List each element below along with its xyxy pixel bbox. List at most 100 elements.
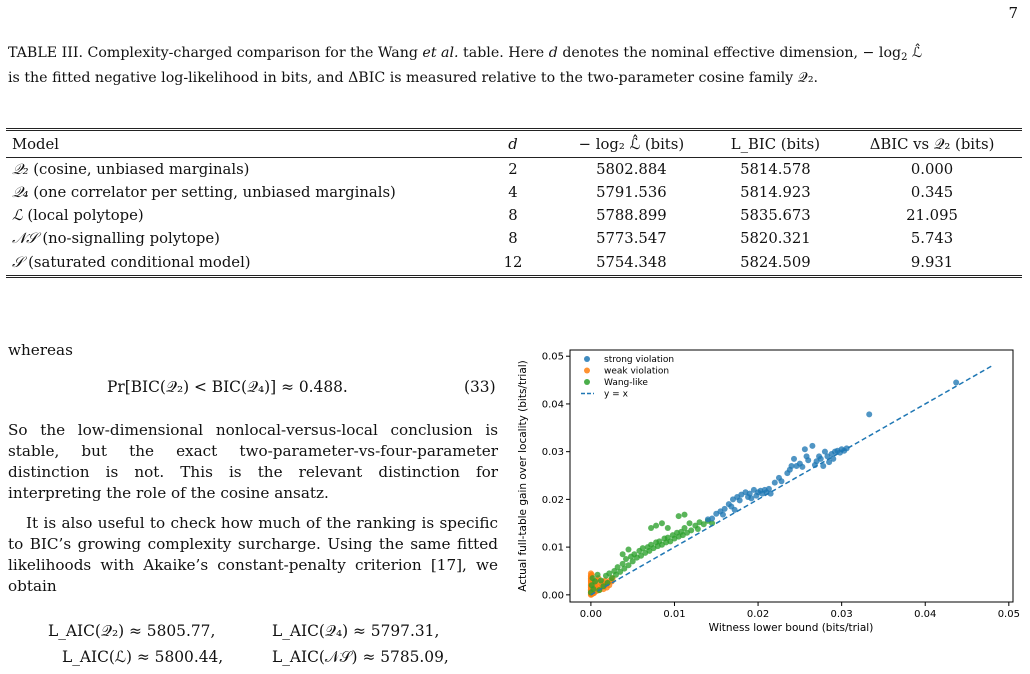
legend-label: y = x (604, 390, 629, 400)
x-tick-label: 0.05 (998, 609, 1020, 620)
dbic-cell: 0.345 (910, 184, 954, 201)
data-point (608, 575, 615, 582)
aic-q2: L_AIC(𝒬₂) ≈ 5805.77, (48, 622, 216, 640)
model-cell: 𝒬₄ (one correlator per setting, unbiased… (6, 181, 472, 204)
data-point (788, 462, 795, 469)
equation-33-number: (33) (464, 378, 496, 396)
data-point (817, 455, 824, 462)
data-point (721, 505, 728, 512)
data-point (709, 515, 716, 522)
model-symbol: ℒ (12, 207, 23, 224)
nll-cell: 5802.884 (596, 161, 667, 178)
legend-marker (584, 356, 590, 362)
nll-cell: 5791.536 (596, 184, 667, 201)
dbic-cell: 5.743 (910, 230, 954, 247)
legend-marker (584, 379, 590, 385)
lbic-cell: 5820.321 (740, 230, 811, 247)
data-point (621, 565, 628, 572)
dbic-cell: 9.931 (842, 250, 1022, 278)
caption-line2: is the fitted negative log-likelihood in… (8, 70, 819, 86)
lbic-cell: 5814.578 (740, 161, 811, 178)
aic-ns: L_AIC(𝒩𝒮) ≈ 5785.09, (272, 648, 449, 666)
data-point (594, 571, 601, 578)
data-point (653, 522, 660, 529)
table-row: 𝒬₄ (one correlator per setting, unbiased… (6, 181, 1022, 204)
model-desc: (local polytope) (22, 207, 144, 224)
y-tick-label: 0.00 (542, 590, 564, 601)
axis-ticks: 0.00 0.01 0.02 0.03 0.04 0.05 0.00 0.01 0.02 0.03… (542, 352, 1020, 620)
model-symbol: 𝒬₄ (12, 184, 29, 201)
caption-part1: TABLE III. Complexity-charged comparison… (8, 45, 423, 61)
data-point (731, 506, 738, 513)
table-row: ℒ (local polytope) 8 5788.899 5835.673 2… (6, 204, 1022, 227)
model-symbol: 𝒬₂ (12, 161, 29, 178)
caption-d-symbol: d (548, 45, 558, 61)
data-point (826, 459, 833, 466)
data-point (709, 520, 716, 527)
header-lbic: L_BIC (bits) (708, 128, 843, 158)
y-equals-x-line (590, 365, 993, 596)
data-point (648, 525, 655, 532)
data-point (590, 586, 597, 593)
table-row: 𝒬₂ (cosine, unbiased marginals) 2 5802.8… (6, 158, 1022, 182)
model-cell: ℒ (local polytope) (6, 204, 472, 227)
data-marks (587, 365, 993, 598)
caption-part3: denotes the nominal effective dimension,… (557, 45, 902, 61)
data-point (820, 462, 827, 469)
d-cell: 8 (508, 207, 518, 224)
caption-italic: et al. (422, 45, 459, 61)
data-point (625, 546, 632, 553)
data-point (619, 551, 626, 558)
data-point (953, 379, 960, 386)
data-point (736, 497, 743, 504)
model-symbol: 𝒮 (12, 254, 24, 271)
data-point (700, 521, 707, 528)
x-tick-label: 0.00 (580, 609, 602, 620)
nll-cell: 5788.899 (596, 207, 667, 224)
data-point (688, 527, 695, 534)
data-point (748, 495, 755, 502)
y-tick-label: 0.03 (542, 447, 564, 458)
dbic-cell: 0.000 (910, 161, 954, 178)
model-desc: (one correlator per setting, unbiased ma… (28, 184, 396, 201)
x-tick-label: 0.04 (914, 609, 936, 620)
model-desc: (cosine, unbiased marginals) (28, 161, 250, 178)
data-point (830, 455, 837, 462)
data-point (658, 520, 665, 527)
data-point (614, 564, 621, 571)
caption-part4: ℒ̂ (907, 45, 923, 61)
data-point (801, 446, 808, 453)
model-desc: (no-signalling polytope) (37, 230, 220, 247)
header-nll: − log₂ ℒ̂ (bits) (554, 128, 709, 158)
data-point (625, 562, 632, 569)
data-point (765, 485, 772, 492)
data-point (805, 457, 812, 464)
data-point (799, 463, 806, 470)
model-desc: (saturated conditional model) (23, 254, 251, 271)
paragraph-1: So the low-dimensional nonlocal-versus-l… (8, 421, 498, 502)
data-point (821, 448, 828, 455)
plot-frame (569, 349, 1014, 603)
paragraph-2: It is also useful to check how much of t… (8, 514, 498, 595)
data-point (646, 547, 653, 554)
table-header-row: Model d − log₂ ℒ̂ (bits) L_BIC (bits) ΔB… (6, 128, 1022, 158)
header-model: Model (6, 128, 472, 158)
lbic-cell: 5824.509 (708, 250, 843, 278)
header-d: d (472, 128, 554, 158)
y-tick-label: 0.05 (542, 352, 564, 363)
d-cell: 4 (508, 184, 518, 201)
data-point (681, 511, 688, 518)
data-point (639, 545, 646, 552)
data-point (719, 511, 726, 518)
data-point (686, 520, 693, 527)
table-row: 𝒮 (saturated conditional model) 12 5754.… (6, 250, 1022, 278)
model-cell: 𝒩𝒮 (no-signalling polytope) (6, 227, 472, 250)
legend-label: weak violation (604, 367, 669, 377)
data-point (778, 478, 785, 485)
d-cell: 2 (508, 161, 518, 178)
scatter-plot: 0.00 0.01 0.02 0.03 0.04 0.05 0.00 0.01 0.02 0.03… (517, 349, 1020, 634)
lbic-cell: 5835.673 (740, 207, 811, 224)
page-number: 7 (1008, 4, 1018, 22)
dbic-cell: 21.095 (906, 207, 958, 224)
data-point (694, 525, 701, 532)
